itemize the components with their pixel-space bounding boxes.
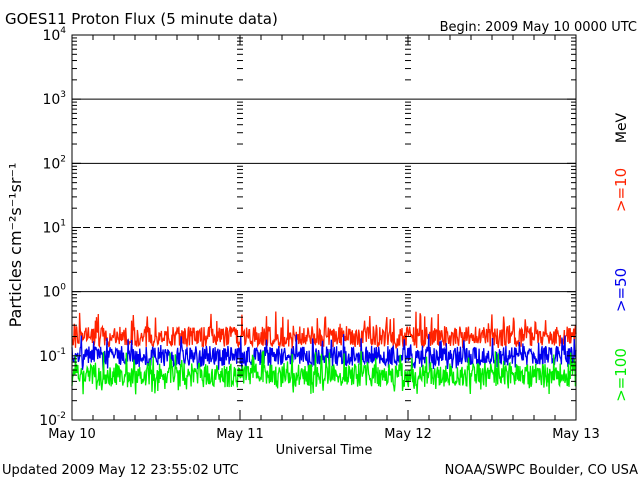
series-line-ge100 [71,350,577,395]
y-tick-label: 103 [42,90,66,108]
y-axis-ticks: 10-2 10-1 100 101 102 103 104 [39,26,576,429]
legend-unit: MeV [614,112,630,143]
y-tick-label: 10-1 [39,347,66,365]
y-tick-label: 104 [42,26,66,44]
series-line-ge10 [71,311,577,349]
x-tick-label: May 13 [552,427,600,442]
legend-entry: >=100 [612,348,630,402]
grid-lines [72,98,576,293]
chart-title: GOES11 Proton Flux (5 minute data) [5,10,278,28]
y-axis-label: Particles cm⁻²s⁻¹sr⁻¹ [6,163,25,328]
data-series [71,311,577,395]
x-tick-label: May 11 [216,427,264,442]
x-axis-ticks: May 10 May 11 May 12 May 13 [48,35,600,442]
y-tick-label: 102 [42,154,66,172]
x-tick-label: May 10 [48,427,96,442]
series-line-ge50 [71,333,577,371]
legend-entry: >=50 [612,268,630,312]
credit-label: NOAA/SWPC Boulder, CO USA [445,463,638,478]
y-tick-label: 100 [42,283,66,301]
begin-time-label: Begin: 2009 May 10 0000 UTC [440,20,637,35]
x-tick-label: May 12 [384,427,432,442]
y-tick-label: 10-2 [39,411,66,429]
x-axis-label: Universal Time [276,443,373,458]
legend: MeV >=10 >=50 >=100 [612,112,630,401]
updated-timestamp: Updated 2009 May 12 23:55:02 UTC [2,463,239,478]
legend-entry: >=10 [612,168,630,212]
y-tick-label: 101 [42,219,66,237]
